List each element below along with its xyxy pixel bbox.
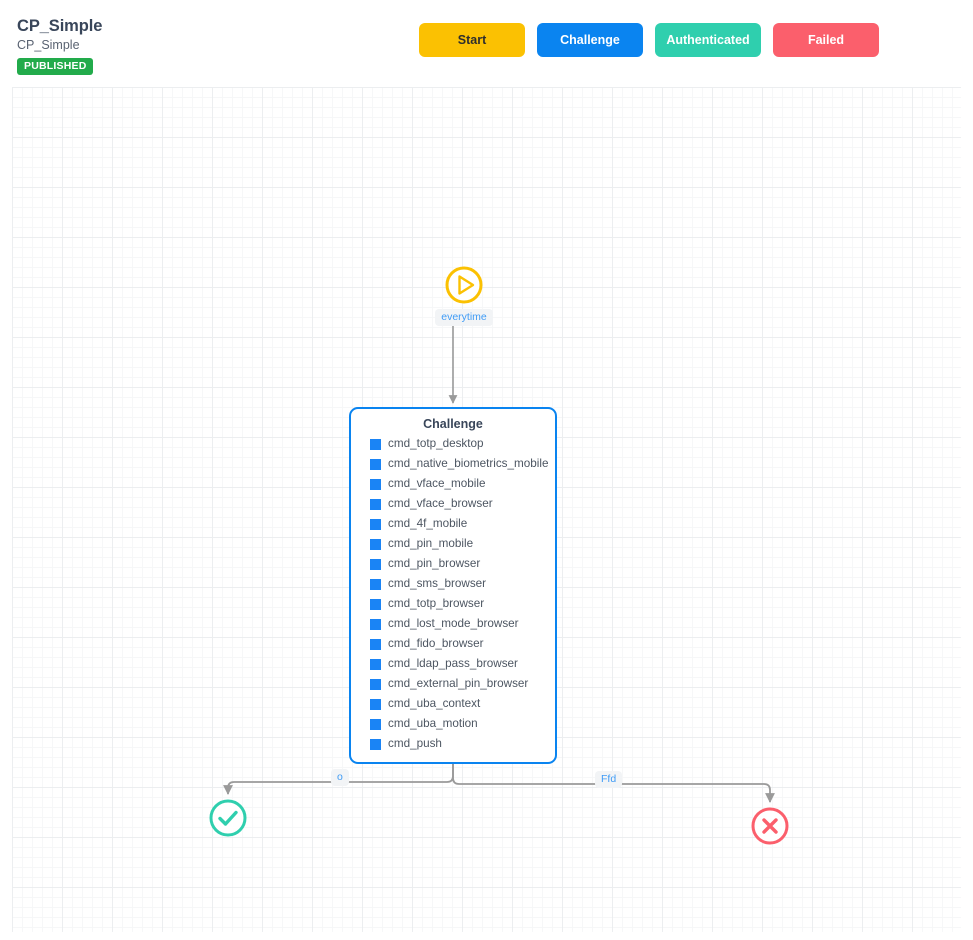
list-item[interactable]: cmd_4f_mobile [351, 514, 555, 534]
list-item[interactable]: cmd_lost_mode_browser [351, 614, 555, 634]
edge-label-failure[interactable]: Ffd [595, 771, 623, 788]
swatch-icon [370, 518, 381, 530]
swatch-icon [370, 618, 381, 630]
list-item-label: cmd_sms_browser [388, 577, 487, 590]
list-item-label: cmd_4f_mobile [388, 517, 468, 530]
check-circle-icon [209, 799, 247, 837]
list-item[interactable]: cmd_pin_browser [351, 554, 555, 574]
list-item[interactable]: cmd_native_biometrics_mobile [351, 454, 555, 474]
list-item-label: cmd_totp_desktop [388, 437, 484, 450]
challenge-node[interactable]: Challenge cmd_totp_desktop cmd_native_bi… [349, 407, 557, 764]
legend-bar: Start Challenge Authenticated Failed [419, 23, 879, 57]
swatch-icon [370, 478, 381, 490]
start-node[interactable]: everytime [432, 265, 496, 326]
list-item-label: cmd_fido_browser [388, 637, 484, 650]
list-item-label: cmd_totp_browser [388, 597, 485, 610]
list-item[interactable]: cmd_totp_browser [351, 594, 555, 614]
play-circle-icon [445, 266, 483, 304]
list-item-label: cmd_pin_mobile [388, 537, 474, 550]
swatch-icon [370, 698, 381, 710]
list-item[interactable]: cmd_push [351, 734, 555, 754]
legend-authenticated-button[interactable]: Authenticated [655, 23, 761, 57]
list-item[interactable]: cmd_totp_desktop [351, 434, 555, 454]
failure-node[interactable] [750, 806, 790, 846]
list-item-label: cmd_push [388, 737, 442, 750]
swatch-icon [370, 578, 381, 590]
swatch-icon [370, 598, 381, 610]
x-circle-icon [751, 807, 789, 845]
swatch-icon [370, 738, 381, 750]
list-item-label: cmd_external_pin_browser [388, 677, 529, 690]
swatch-icon [370, 658, 381, 670]
list-item[interactable]: cmd_vface_mobile [351, 474, 555, 494]
list-item[interactable]: cmd_uba_motion [351, 714, 555, 734]
success-node[interactable] [208, 798, 248, 838]
list-item[interactable]: cmd_vface_browser [351, 494, 555, 514]
list-item-label: cmd_ldap_pass_browser [388, 657, 518, 670]
list-item-label: cmd_uba_context [388, 697, 481, 710]
flow-canvas[interactable]: everytime Challenge cmd_totp_desktop cmd… [12, 87, 961, 932]
swatch-icon [370, 678, 381, 690]
legend-failed-button[interactable]: Failed [773, 23, 879, 57]
swatch-icon [370, 438, 381, 450]
legend-start-button[interactable]: Start [419, 23, 525, 57]
page-title: CP_Simple [17, 17, 103, 35]
status-badge: PUBLISHED [17, 58, 94, 75]
list-item-label: cmd_vface_mobile [388, 477, 486, 490]
challenge-node-title: Challenge [423, 417, 483, 431]
swatch-icon [370, 498, 381, 510]
page-header: CP_Simple CP_Simple PUBLISHED Start Chal… [0, 0, 973, 87]
swatch-icon [370, 638, 381, 650]
list-item[interactable]: cmd_fido_browser [351, 634, 555, 654]
swatch-icon [370, 558, 381, 570]
swatch-icon [370, 538, 381, 550]
page-subtitle: CP_Simple [17, 38, 80, 52]
list-item[interactable]: cmd_pin_mobile [351, 534, 555, 554]
list-item-label: cmd_vface_browser [388, 497, 493, 510]
list-item[interactable]: cmd_uba_context [351, 694, 555, 714]
swatch-icon [370, 718, 381, 730]
list-item-label: cmd_uba_motion [388, 717, 478, 730]
edge-label-success[interactable]: o [331, 769, 349, 786]
list-item[interactable]: cmd_ldap_pass_browser [351, 654, 555, 674]
list-item[interactable]: cmd_external_pin_browser [351, 674, 555, 694]
list-item-label: cmd_lost_mode_browser [388, 617, 519, 630]
start-node-label: everytime [435, 309, 493, 326]
swatch-icon [370, 458, 381, 470]
title-block: CP_Simple CP_Simple PUBLISHED [17, 16, 102, 75]
legend-challenge-button[interactable]: Challenge [537, 23, 643, 57]
list-item[interactable]: cmd_sms_browser [351, 574, 555, 594]
list-item-label: cmd_native_biometrics_mobile [388, 457, 549, 470]
list-item-label: cmd_pin_browser [388, 557, 481, 570]
